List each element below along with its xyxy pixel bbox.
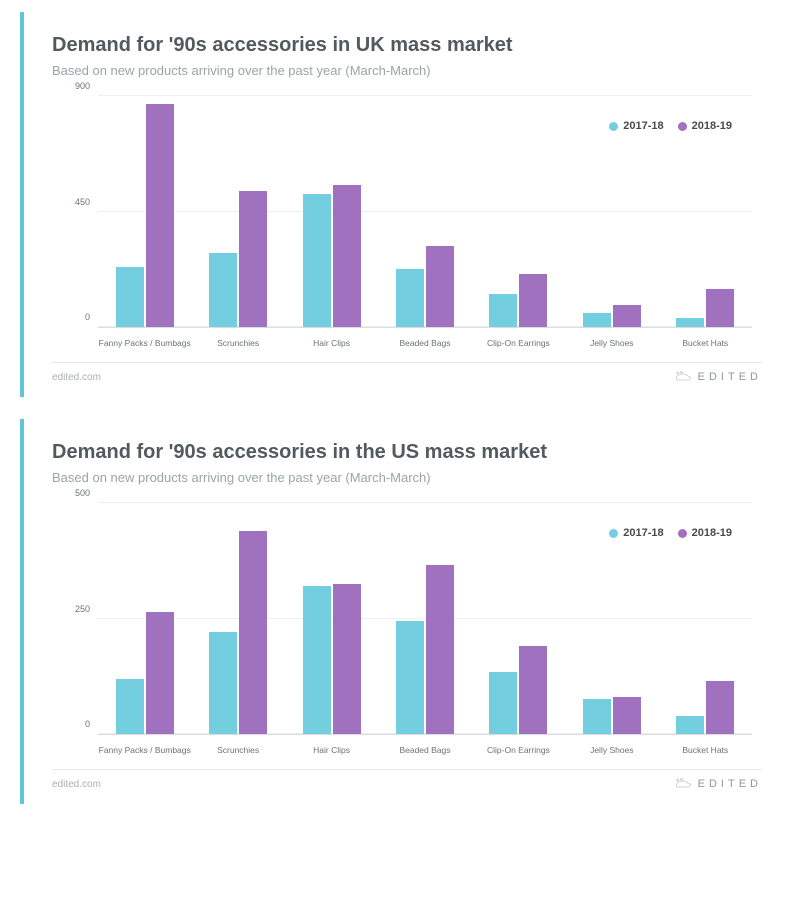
- x-axis-label: Bucket Hats: [659, 745, 752, 755]
- card-footer: edited.com EDITED: [52, 769, 762, 796]
- x-axis-label: Clip-On Earrings: [472, 745, 565, 755]
- x-axis-labels: Fanny Packs / BumbagsScrunchiesHair Clip…: [98, 338, 752, 348]
- bar-group: [285, 503, 378, 734]
- bar-group: [472, 503, 565, 734]
- footer-brand-text: EDITED: [698, 778, 762, 790]
- bar-series-a: [489, 672, 517, 734]
- chart-title: Demand for '90s accessories in the US ma…: [52, 441, 762, 464]
- bar-series-a: [676, 716, 704, 734]
- bar-series-a: [583, 313, 611, 327]
- x-axis-label: Bucket Hats: [659, 338, 752, 348]
- legend-dot-a: [609, 529, 618, 538]
- legend: 2017-18 2018-19: [609, 527, 732, 539]
- bar-group: [191, 96, 284, 327]
- x-axis-label: Hair Clips: [285, 338, 378, 348]
- chart-area: 2017-18 2018-19 0250500 Fanny Packs / Bu…: [52, 503, 762, 763]
- legend-dot-a: [609, 122, 618, 131]
- legend-label-b: 2018-19: [692, 527, 732, 539]
- legend-label-b: 2018-19: [692, 120, 732, 132]
- legend: 2017-18 2018-19: [609, 120, 732, 132]
- bar-series-b: [613, 697, 641, 734]
- bar-group: [191, 503, 284, 734]
- bar-series-b: [239, 191, 267, 327]
- bar-group: [285, 96, 378, 327]
- footer-source: edited.com: [52, 779, 101, 790]
- bar-series-b: [519, 646, 547, 734]
- footer-brand: EDITED: [674, 778, 762, 790]
- x-axis-label: Beaded Bags: [378, 745, 471, 755]
- x-axis-label: Hair Clips: [285, 745, 378, 755]
- x-axis-label: Jelly Shoes: [565, 338, 658, 348]
- x-axis-label: Scrunchies: [191, 338, 284, 348]
- bar-series-a: [489, 294, 517, 327]
- footer-brand-text: EDITED: [698, 371, 762, 383]
- y-axis-label: 0: [85, 312, 98, 322]
- x-axis-label: Scrunchies: [191, 745, 284, 755]
- bar-series-a: [209, 253, 237, 327]
- bar-series-a: [396, 269, 424, 327]
- bar-series-a: [583, 699, 611, 734]
- bar-group: [98, 503, 191, 734]
- bar-series-b: [426, 565, 454, 734]
- y-axis-label: 250: [75, 604, 98, 614]
- x-axis-label: Beaded Bags: [378, 338, 471, 348]
- bar-series-b: [706, 681, 734, 734]
- bar-group: [98, 96, 191, 327]
- footer-source: edited.com: [52, 372, 101, 383]
- y-axis-label: 900: [75, 81, 98, 91]
- footer-brand: EDITED: [674, 371, 762, 383]
- bar-series-a: [209, 632, 237, 734]
- card-footer: edited.com EDITED: [52, 362, 762, 389]
- legend-item-a: 2017-18: [609, 120, 663, 132]
- chart-subtitle: Based on new products arriving over the …: [52, 470, 762, 485]
- y-axis-label: 450: [75, 197, 98, 207]
- bar-series-a: [303, 586, 331, 734]
- legend-label-a: 2017-18: [623, 120, 663, 132]
- chart-subtitle: Based on new products arriving over the …: [52, 63, 762, 78]
- x-axis-label: Fanny Packs / Bumbags: [98, 745, 191, 755]
- chart-card-uk: Demand for '90s accessories in UK mass m…: [20, 12, 790, 397]
- bar-series-b: [426, 246, 454, 327]
- bar-series-a: [116, 267, 144, 327]
- chart-card-us: Demand for '90s accessories in the US ma…: [20, 419, 790, 804]
- x-axis-label: Fanny Packs / Bumbags: [98, 338, 191, 348]
- bar-series-b: [706, 289, 734, 327]
- x-axis-label: Clip-On Earrings: [472, 338, 565, 348]
- bar-series-b: [613, 305, 641, 327]
- legend-dot-b: [678, 122, 687, 131]
- bar-series-b: [519, 274, 547, 327]
- chart-area: 2017-18 2018-19 0450900 Fanny Packs / Bu…: [52, 96, 762, 356]
- bar-series-b: [146, 104, 174, 327]
- legend-item-b: 2018-19: [678, 527, 732, 539]
- legend-item-b: 2018-19: [678, 120, 732, 132]
- bar-series-b: [146, 612, 174, 734]
- legend-item-a: 2017-18: [609, 527, 663, 539]
- bar-series-b: [333, 584, 361, 734]
- bar-series-a: [396, 621, 424, 734]
- x-axis-labels: Fanny Packs / BumbagsScrunchiesHair Clip…: [98, 745, 752, 755]
- bear-icon: [674, 778, 692, 790]
- bar-series-b: [333, 185, 361, 327]
- bar-group: [378, 96, 471, 327]
- bar-series-a: [303, 194, 331, 327]
- chart-title: Demand for '90s accessories in UK mass m…: [52, 34, 762, 57]
- bear-icon: [674, 371, 692, 383]
- y-axis-label: 0: [85, 719, 98, 729]
- bar-group: [378, 503, 471, 734]
- bar-series-a: [116, 679, 144, 734]
- bar-series-a: [676, 318, 704, 327]
- bar-series-b: [239, 531, 267, 734]
- legend-label-a: 2017-18: [623, 527, 663, 539]
- bar-group: [472, 96, 565, 327]
- y-axis-label: 500: [75, 488, 98, 498]
- legend-dot-b: [678, 529, 687, 538]
- x-axis-label: Jelly Shoes: [565, 745, 658, 755]
